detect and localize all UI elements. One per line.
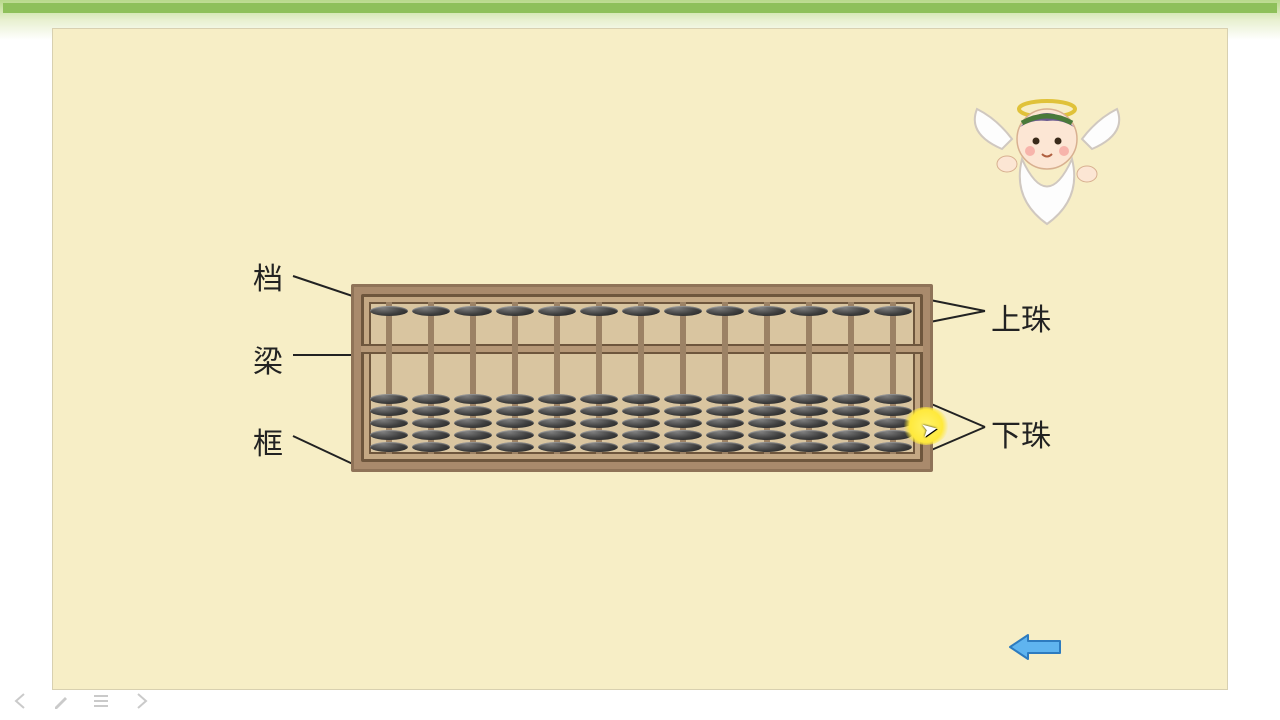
lower-bead (496, 430, 534, 440)
lower-bead (454, 430, 492, 440)
lower-bead (538, 442, 576, 452)
lower-bead (790, 418, 828, 428)
lower-bead (622, 418, 660, 428)
lower-bead (748, 406, 786, 416)
label-frame: 框 (253, 419, 283, 463)
upper-bead (874, 306, 912, 316)
lower-bead (622, 406, 660, 416)
upper-bead (454, 306, 492, 316)
upper-bead (370, 306, 408, 316)
lower-bead (706, 442, 744, 452)
lower-bead (580, 430, 618, 440)
lower-bead (454, 394, 492, 404)
lower-bead (748, 430, 786, 440)
lower-bead (538, 418, 576, 428)
label-lower-bead: 下珠 (991, 411, 1051, 455)
upper-bead (832, 306, 870, 316)
upper-bead (412, 306, 450, 316)
lower-bead (538, 406, 576, 416)
lower-bead (538, 394, 576, 404)
top-border-accent (3, 3, 1277, 13)
lower-bead (748, 394, 786, 404)
lower-bead (580, 442, 618, 452)
lower-bead (622, 430, 660, 440)
lower-bead (664, 418, 702, 428)
lower-bead (664, 442, 702, 452)
lower-bead (370, 394, 408, 404)
lower-bead (706, 406, 744, 416)
upper-bead (706, 306, 744, 316)
lower-bead (874, 394, 912, 404)
lower-bead (622, 394, 660, 404)
presenter-nav (12, 692, 150, 710)
nav-next-icon[interactable] (132, 692, 150, 710)
nav-prev-icon[interactable] (12, 692, 30, 710)
upper-bead (664, 306, 702, 316)
angel-mascot-icon (962, 79, 1132, 229)
lower-bead (706, 394, 744, 404)
lower-bead (706, 418, 744, 428)
lower-bead (832, 418, 870, 428)
lower-bead (748, 418, 786, 428)
label-upper-bead: 上珠 (991, 295, 1051, 339)
lower-bead (874, 430, 912, 440)
lower-bead (790, 430, 828, 440)
lower-bead (580, 406, 618, 416)
lower-bead (664, 394, 702, 404)
lower-bead (706, 430, 744, 440)
upper-bead (622, 306, 660, 316)
upper-bead (538, 306, 576, 316)
upper-bead (748, 306, 786, 316)
lower-bead (496, 406, 534, 416)
lower-bead (832, 394, 870, 404)
lower-bead (370, 430, 408, 440)
label-rod: 档 (253, 254, 283, 298)
upper-bead (496, 306, 534, 316)
lower-bead (496, 418, 534, 428)
upper-bead (790, 306, 828, 316)
lower-bead (454, 406, 492, 416)
abacus-diagram (351, 284, 933, 472)
lower-bead (832, 406, 870, 416)
back-arrow-button[interactable] (1008, 633, 1062, 661)
slide-canvas: 档 梁 框 上珠 下珠 ➤ (52, 28, 1228, 690)
lower-bead (874, 406, 912, 416)
label-beam: 梁 (253, 337, 283, 381)
lower-bead (622, 442, 660, 452)
lower-bead (454, 418, 492, 428)
stage: 档 梁 框 上珠 下珠 ➤ (0, 0, 1280, 720)
lower-bead (412, 430, 450, 440)
nav-pen-icon[interactable] (52, 692, 70, 710)
lower-bead (496, 394, 534, 404)
lower-bead (790, 406, 828, 416)
upper-bead (580, 306, 618, 316)
lower-bead (580, 394, 618, 404)
lower-bead (664, 430, 702, 440)
lower-bead (538, 430, 576, 440)
lower-bead (832, 442, 870, 452)
lower-bead (412, 418, 450, 428)
lower-bead (370, 406, 408, 416)
lower-bead (454, 442, 492, 452)
lower-bead (412, 394, 450, 404)
back-arrow-icon (1010, 635, 1060, 659)
lower-bead (664, 406, 702, 416)
lower-bead (412, 406, 450, 416)
nav-menu-icon[interactable] (92, 692, 110, 710)
lower-bead (370, 442, 408, 452)
lower-bead (832, 430, 870, 440)
lower-bead (748, 442, 786, 452)
lower-bead (496, 442, 534, 452)
lower-bead (790, 442, 828, 452)
lower-bead (874, 442, 912, 452)
lower-bead (580, 418, 618, 428)
lower-bead (874, 418, 912, 428)
lower-bead (370, 418, 408, 428)
lower-bead (412, 442, 450, 452)
lower-bead (790, 394, 828, 404)
